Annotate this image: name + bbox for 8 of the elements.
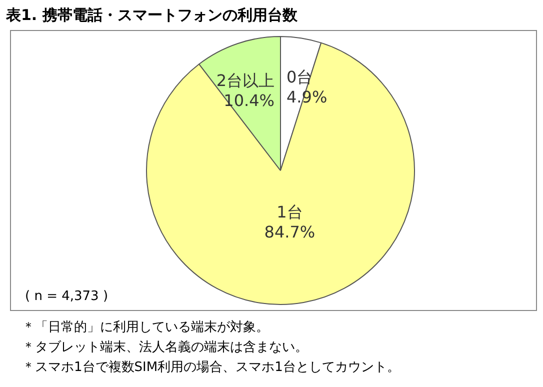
text: ＊スマホ1台で複数SIM利用の場合、スマホ1台としてカウント。 <box>22 359 400 377</box>
slice-label: 1台 <box>276 202 303 222</box>
chart-title: 表1. 携帯電話・スマートフォンの利用台数 <box>6 6 298 25</box>
slice-label: 2台以上 <box>216 70 274 90</box>
text: ( n = 4,373 ) <box>25 289 108 304</box>
text: ＊タブレット端末、法人名義の端末は含まない。 <box>22 339 309 357</box>
text: ＊「日常的」に利用している端末が対象。 <box>22 319 270 337</box>
data-label: 84.7% <box>264 222 316 242</box>
